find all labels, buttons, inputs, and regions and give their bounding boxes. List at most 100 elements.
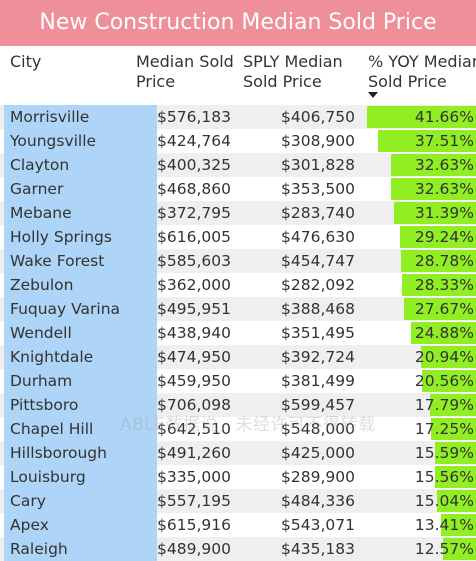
yoy-cell: 13.41% <box>360 513 476 537</box>
city-cell: Knightdale <box>4 345 157 369</box>
yoy-data-label: 15.04% <box>415 489 474 513</box>
yoy-cell: 41.66% <box>360 105 476 129</box>
sply-median-sold-price-cell: $476,630 <box>237 225 355 249</box>
yoy-cell: 27.67% <box>360 297 476 321</box>
sply-median-sold-price-cell: $308,900 <box>237 129 355 153</box>
median-sold-price-cell: $489,900 <box>157 537 230 561</box>
sply-median-sold-price-cell: $283,740 <box>237 201 355 225</box>
sply-median-sold-price-cell: $406,750 <box>237 105 355 129</box>
header-median-sold-price[interactable]: Median Sold Price <box>136 52 236 92</box>
median-sold-price-cell: $372,795 <box>157 201 230 225</box>
table-row[interactable]: Raleigh$489,900 $435,183 12.57% <box>0 537 476 561</box>
sply-median-sold-price-cell: $289,900 <box>237 465 355 489</box>
median-sold-price-cell: $615,916 <box>157 513 230 537</box>
yoy-cell: 32.63% <box>360 153 476 177</box>
header-yoy-line1: % YOY Median <box>368 52 476 72</box>
header-city[interactable]: City <box>10 52 41 72</box>
yoy-data-label: 12.57% <box>415 537 474 561</box>
header-yoy-median-sold-price[interactable]: % YOY Median Sold Price <box>368 52 476 92</box>
median-sold-price-cell: $557,195 <box>157 489 230 513</box>
yoy-data-label: 29.24% <box>415 225 474 249</box>
yoy-cell: 29.24% <box>360 225 476 249</box>
median-sold-price-cell: $335,000 <box>157 465 230 489</box>
table-row[interactable]: Clayton$400,325 $301,828 32.63% <box>0 153 476 177</box>
city-cell: Mebane <box>4 201 157 225</box>
yoy-data-label: 15.59% <box>415 441 474 465</box>
table-row[interactable]: Durham$459,950 $381,499 20.56% <box>0 369 476 393</box>
sply-median-sold-price-cell: $435,183 <box>237 537 355 561</box>
median-sold-price-cell: $576,183 <box>157 105 230 129</box>
yoy-data-label: 28.33% <box>415 273 474 297</box>
yoy-data-label: 15.56% <box>415 465 474 489</box>
median-sold-price-cell: $438,940 <box>157 321 230 345</box>
table-row[interactable]: Garner$468,860 $353,500 32.63% <box>0 177 476 201</box>
yoy-cell: 20.94% <box>360 345 476 369</box>
median-sold-price-cell: $362,000 <box>157 273 230 297</box>
yoy-data-label: 20.56% <box>415 369 474 393</box>
yoy-cell: 20.56% <box>360 369 476 393</box>
sply-median-sold-price-cell: $392,724 <box>237 345 355 369</box>
median-sold-price-cell: $585,603 <box>157 249 230 273</box>
table-row[interactable]: Mebane$372,795 $283,740 31.39% <box>0 201 476 225</box>
median-sold-price-cell: $459,950 <box>157 369 230 393</box>
table-row[interactable]: Wendell$438,940 $351,495 24.88% <box>0 321 476 345</box>
city-cell: Raleigh <box>4 537 157 561</box>
table-row[interactable]: Zebulon$362,000 $282,092 28.33% <box>0 273 476 297</box>
yoy-cell: 15.56% <box>360 465 476 489</box>
yoy-data-label: 32.63% <box>415 153 474 177</box>
table-row[interactable]: Morrisville$576,183 $406,750 41.66% <box>0 105 476 129</box>
yoy-cell: 24.88% <box>360 321 476 345</box>
yoy-cell: 32.63% <box>360 177 476 201</box>
watermark-text: ABLE数据说，未经许可不得转载 <box>120 410 376 435</box>
yoy-cell: 15.59% <box>360 441 476 465</box>
median-sold-price-cell: $400,325 <box>157 153 230 177</box>
median-sold-price-cell: $468,860 <box>157 177 230 201</box>
sply-median-sold-price-cell: $282,092 <box>237 273 355 297</box>
yoy-cell: 37.51% <box>360 129 476 153</box>
yoy-data-label: 32.63% <box>415 177 474 201</box>
yoy-cell: 28.33% <box>360 273 476 297</box>
median-sold-price-cell: $491,260 <box>157 441 230 465</box>
yoy-data-label: 41.66% <box>415 105 474 129</box>
yoy-data-label: 24.88% <box>415 321 474 345</box>
header-sply-median-sold-price[interactable]: SPLY Median Sold Price <box>243 52 353 92</box>
header-median-line2: Price <box>136 72 236 92</box>
chart-title: New Construction Median Sold Price <box>0 0 476 46</box>
city-cell: Zebulon <box>4 273 157 297</box>
header-sply-line2: Sold Price <box>243 72 353 92</box>
median-sold-price-cell: $424,764 <box>157 129 230 153</box>
city-cell: Morrisville <box>4 105 157 129</box>
sply-median-sold-price-cell: $381,499 <box>237 369 355 393</box>
table-row[interactable]: Louisburg$335,000 $289,900 15.56% <box>0 465 476 489</box>
city-cell: Louisburg <box>4 465 157 489</box>
header-median-line1: Median Sold <box>136 52 236 72</box>
header-yoy-line2: Sold Price <box>368 72 476 92</box>
yoy-data-label: 17.79% <box>415 393 474 417</box>
yoy-cell: 15.04% <box>360 489 476 513</box>
city-cell: Clayton <box>4 153 157 177</box>
yoy-cell: 31.39% <box>360 201 476 225</box>
city-cell: Hillsborough <box>4 441 157 465</box>
yoy-data-label: 28.78% <box>415 249 474 273</box>
sort-descending-icon[interactable] <box>368 92 378 98</box>
yoy-data-label: 31.39% <box>415 201 474 225</box>
header-sply-line1: SPLY Median <box>243 52 353 72</box>
yoy-cell: 12.57% <box>360 537 476 561</box>
yoy-data-label: 37.51% <box>415 129 474 153</box>
city-cell: Apex <box>4 513 157 537</box>
sply-median-sold-price-cell: $301,828 <box>237 153 355 177</box>
city-cell: Garner <box>4 177 157 201</box>
city-cell: Durham <box>4 369 157 393</box>
city-cell: Holly Springs <box>4 225 157 249</box>
sply-median-sold-price-cell: $353,500 <box>237 177 355 201</box>
city-cell: Wendell <box>4 321 157 345</box>
sply-median-sold-price-cell: $351,495 <box>237 321 355 345</box>
